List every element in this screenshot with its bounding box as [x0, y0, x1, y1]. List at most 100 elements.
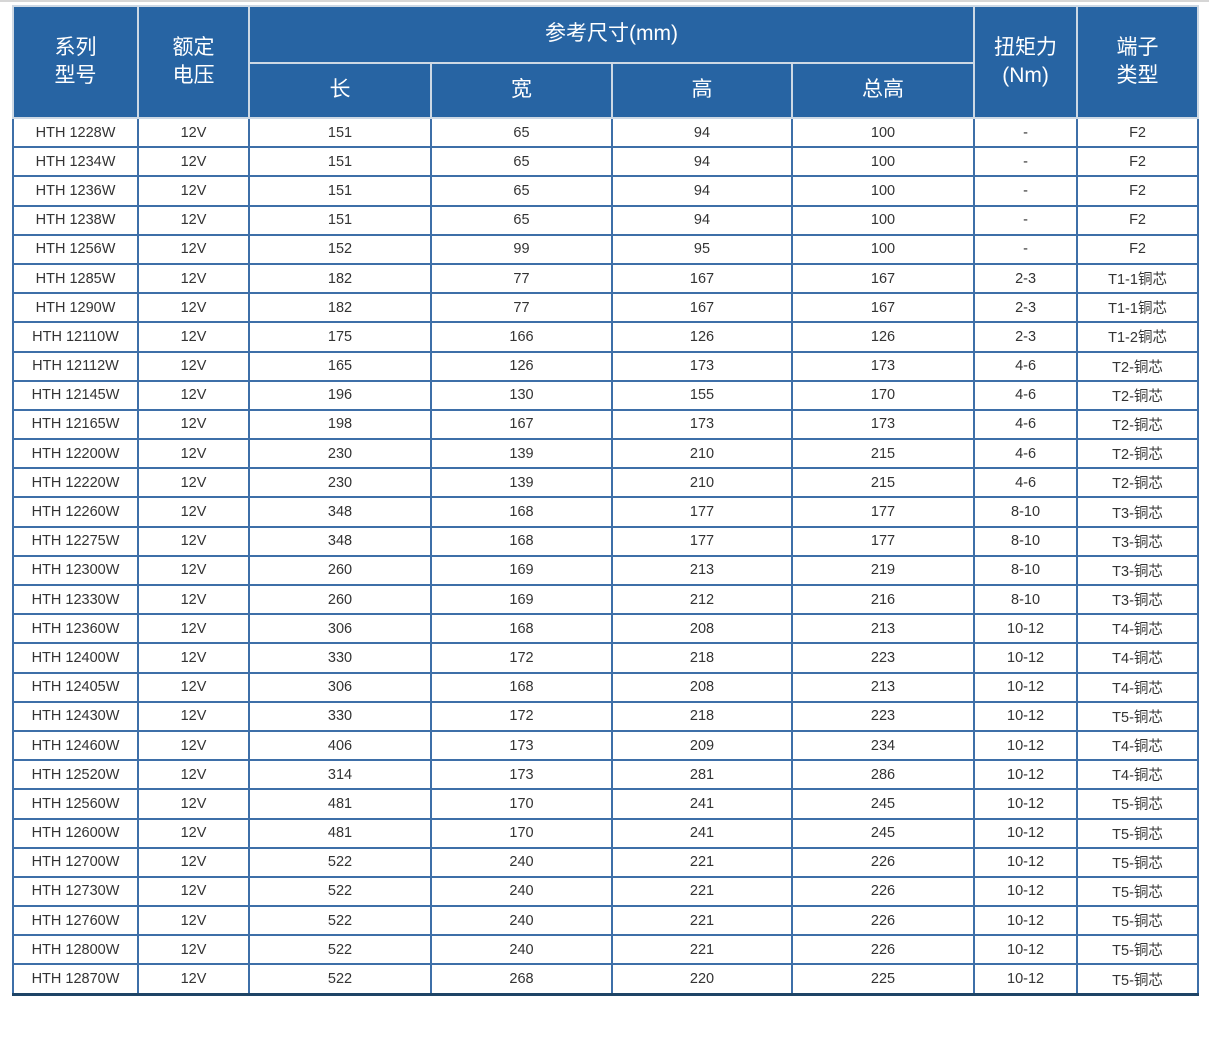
table-cell: 196: [248, 379, 432, 411]
table-cell: 151: [248, 204, 432, 236]
table-cell: 95: [611, 233, 793, 265]
table-cell: 12V: [137, 116, 250, 149]
table-cell: 12V: [137, 934, 250, 966]
table-cell: 126: [611, 321, 793, 353]
table-cell: T5-铜芯: [1076, 817, 1200, 849]
table-cell: 177: [790, 496, 976, 528]
table-cell: HTH 12405W: [12, 671, 139, 703]
table-row: HTH 12300W 12V 260 169 213 219 8-10 T3-铜芯: [12, 554, 1200, 587]
table-row: HTH 12430W 12V 330 172 218 223 10-12 T5-铜芯: [12, 700, 1200, 732]
table-cell: 226: [790, 934, 976, 966]
table-cell: 10-12: [973, 934, 1079, 966]
table-cell: T4-铜芯: [1076, 671, 1200, 703]
table-cell: 213: [611, 554, 793, 587]
table-body: HTH 1228W 12V 151 65 94 100- F2 HTH 1234W 12V 151…: [12, 116, 1200, 996]
header-terminal-type: 端子 类型: [1076, 5, 1200, 119]
table-cell: 177: [611, 525, 793, 557]
table-row: HTH 12260W 12V 348 168 177 177 8-10 T3-铜芯: [12, 496, 1200, 528]
table-cell: HTH 12330W: [12, 583, 139, 616]
table-cell: T2-铜芯: [1076, 438, 1200, 470]
table-cell: 10-12: [973, 613, 1079, 645]
table-row: HTH 12460W 12V 406 173 209 234 10-12 T4-铜芯: [12, 729, 1200, 762]
table-cell: HTH 12200W: [12, 438, 139, 470]
table-row: HTH 12600W 12V 481 170 241 245 10-12 T5-铜芯: [12, 817, 1200, 849]
table-cell: T4-铜芯: [1076, 642, 1200, 674]
table-row: HTH 12700W 12V 522 240 221 226 10-12 T5-铜芯: [12, 846, 1200, 878]
table-cell: 12V: [137, 350, 250, 382]
table-cell: 166: [430, 321, 613, 353]
table-cell: 522: [248, 905, 432, 937]
table-cell: -: [973, 204, 1079, 236]
header-reference-dimensions: 参考尺寸(mm): [247, 5, 976, 64]
table-cell: 221: [611, 846, 793, 878]
table-row: HTH 12112W 12V 165 126 173 173 4-6 T2-铜芯: [12, 350, 1200, 382]
spec-table-container: 系列 型号 额定 电压 参考尺寸(mm) 扭矩力 (Nm) 端子 类型 长 宽 …: [0, 2, 1209, 996]
table-cell: T5-铜芯: [1076, 905, 1200, 937]
table-cell: 169: [430, 583, 613, 616]
table-cell: 245: [790, 788, 976, 820]
table-cell: T3-铜芯: [1076, 496, 1200, 528]
table-cell: 8-10: [973, 583, 1079, 616]
table-cell: 226: [790, 846, 976, 878]
header-height: 高: [611, 62, 793, 119]
table-cell: 10-12: [973, 846, 1079, 878]
table-cell: 100: [790, 204, 976, 236]
table-cell: -: [973, 233, 1079, 265]
table-cell: T5-铜芯: [1076, 788, 1200, 820]
table-row: HTH 12560W 12V 481 170 241 245 10-12 T5-铜芯: [12, 788, 1200, 820]
table-cell: 165: [248, 350, 432, 382]
table-row: HTH 12275W 12V 348 168 177 177 8-10 T3-铜芯: [12, 525, 1200, 557]
table-cell: -: [973, 175, 1079, 207]
table-cell: 10-12: [973, 642, 1079, 674]
table-row: HTH 1290W 12V 182 77 167 167 2-3 T1-1铜芯: [12, 292, 1200, 324]
table-cell: 170: [430, 788, 613, 820]
table-row: HTH 1256W 12V 152 99 95 100- F2: [12, 233, 1200, 265]
table-cell: 94: [611, 146, 793, 178]
header-torque: 扭矩力 (Nm): [973, 5, 1079, 119]
table-cell: 12V: [137, 963, 250, 996]
product-spec-table: 系列 型号 额定 电压 参考尺寸(mm) 扭矩力 (Nm) 端子 类型 长 宽 …: [12, 5, 1200, 996]
table-cell: HTH 12520W: [12, 759, 139, 791]
table-row: HTH 12730W 12V 522 240 221 226 10-12 T5-铜芯: [12, 875, 1200, 908]
table-cell: 245: [790, 817, 976, 849]
table-cell: T5-铜芯: [1076, 934, 1200, 966]
table-cell: 65: [430, 175, 613, 207]
table-cell: 182: [248, 262, 432, 295]
table-cell: 151: [248, 175, 432, 207]
table-cell: 173: [430, 729, 613, 762]
table-cell: 215: [790, 438, 976, 470]
table-cell: 226: [790, 875, 976, 908]
table-cell: 167: [790, 262, 976, 295]
table-cell: 230: [248, 438, 432, 470]
table-row: HTH 12870W 12V 522 268 220 225 10-12 T5-铜芯: [12, 963, 1200, 996]
table-cell: 230: [248, 467, 432, 499]
table-cell: HTH 12400W: [12, 642, 139, 674]
table-row: HTH 12760W 12V 522 240 221 226 10-12 T5-铜芯: [12, 905, 1200, 937]
table-cell: 12V: [137, 700, 250, 732]
table-cell: 12V: [137, 817, 250, 849]
table-row: HTH 12220W 12V 230 139 210 215 4-6 T2-铜芯: [12, 467, 1200, 499]
table-cell: 12V: [137, 642, 250, 674]
table-cell: 12V: [137, 262, 250, 295]
table-cell: HTH 12220W: [12, 467, 139, 499]
table-cell: 522: [248, 963, 432, 996]
table-cell: T4-铜芯: [1076, 759, 1200, 791]
table-cell: 77: [430, 292, 613, 324]
table-cell: 240: [430, 934, 613, 966]
table-cell: F2: [1076, 175, 1200, 207]
table-cell: T5-铜芯: [1076, 875, 1200, 908]
table-cell: HTH 12600W: [12, 817, 139, 849]
table-cell: HTH 12460W: [12, 729, 139, 762]
table-cell: T5-铜芯: [1076, 846, 1200, 878]
table-cell: 234: [790, 729, 976, 762]
table-cell: 12V: [137, 496, 250, 528]
table-cell: HTH 1234W: [12, 146, 139, 178]
table-cell: HTH 12275W: [12, 525, 139, 557]
table-cell: 221: [611, 875, 793, 908]
table-cell: T3-铜芯: [1076, 554, 1200, 587]
table-cell: T2-铜芯: [1076, 467, 1200, 499]
table-cell: 223: [790, 700, 976, 732]
table-cell: 170: [430, 817, 613, 849]
table-cell: T5-铜芯: [1076, 963, 1200, 996]
table-cell: 94: [611, 204, 793, 236]
